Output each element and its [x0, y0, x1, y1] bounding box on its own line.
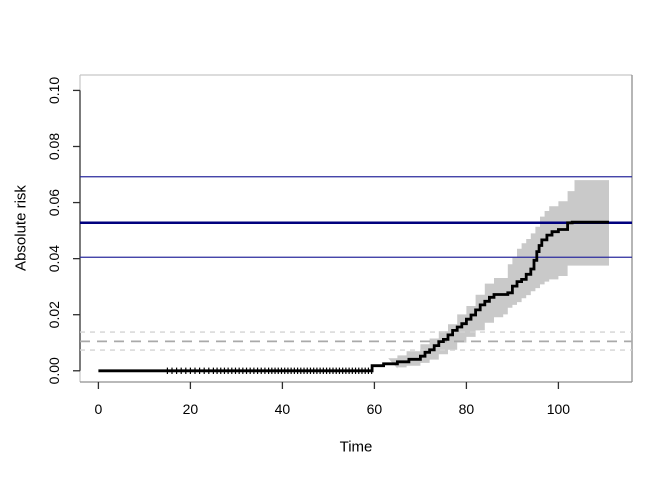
x-tick-label: 80	[459, 401, 475, 417]
y-tick-label: 0.10	[46, 77, 62, 104]
absolute-risk-curve	[98, 220, 609, 373]
x-axis-title: Time	[339, 438, 373, 456]
x-tick-label: 60	[367, 401, 383, 417]
x-tick-label: 20	[183, 401, 199, 417]
confidence-band	[388, 180, 609, 369]
y-tick-label: 0.06	[46, 189, 62, 216]
x-tick-label: 100	[547, 401, 571, 417]
y-axis-title: Absolute risk	[12, 185, 30, 271]
y-tick-label: 0.02	[46, 301, 62, 328]
x-tick-label: 40	[275, 401, 291, 417]
x-tick-label: 0	[95, 401, 103, 417]
y-tick-label: 0.08	[46, 133, 62, 160]
y-tick-label: 0.04	[46, 245, 62, 272]
y-tick-label: 0.00	[46, 357, 62, 384]
